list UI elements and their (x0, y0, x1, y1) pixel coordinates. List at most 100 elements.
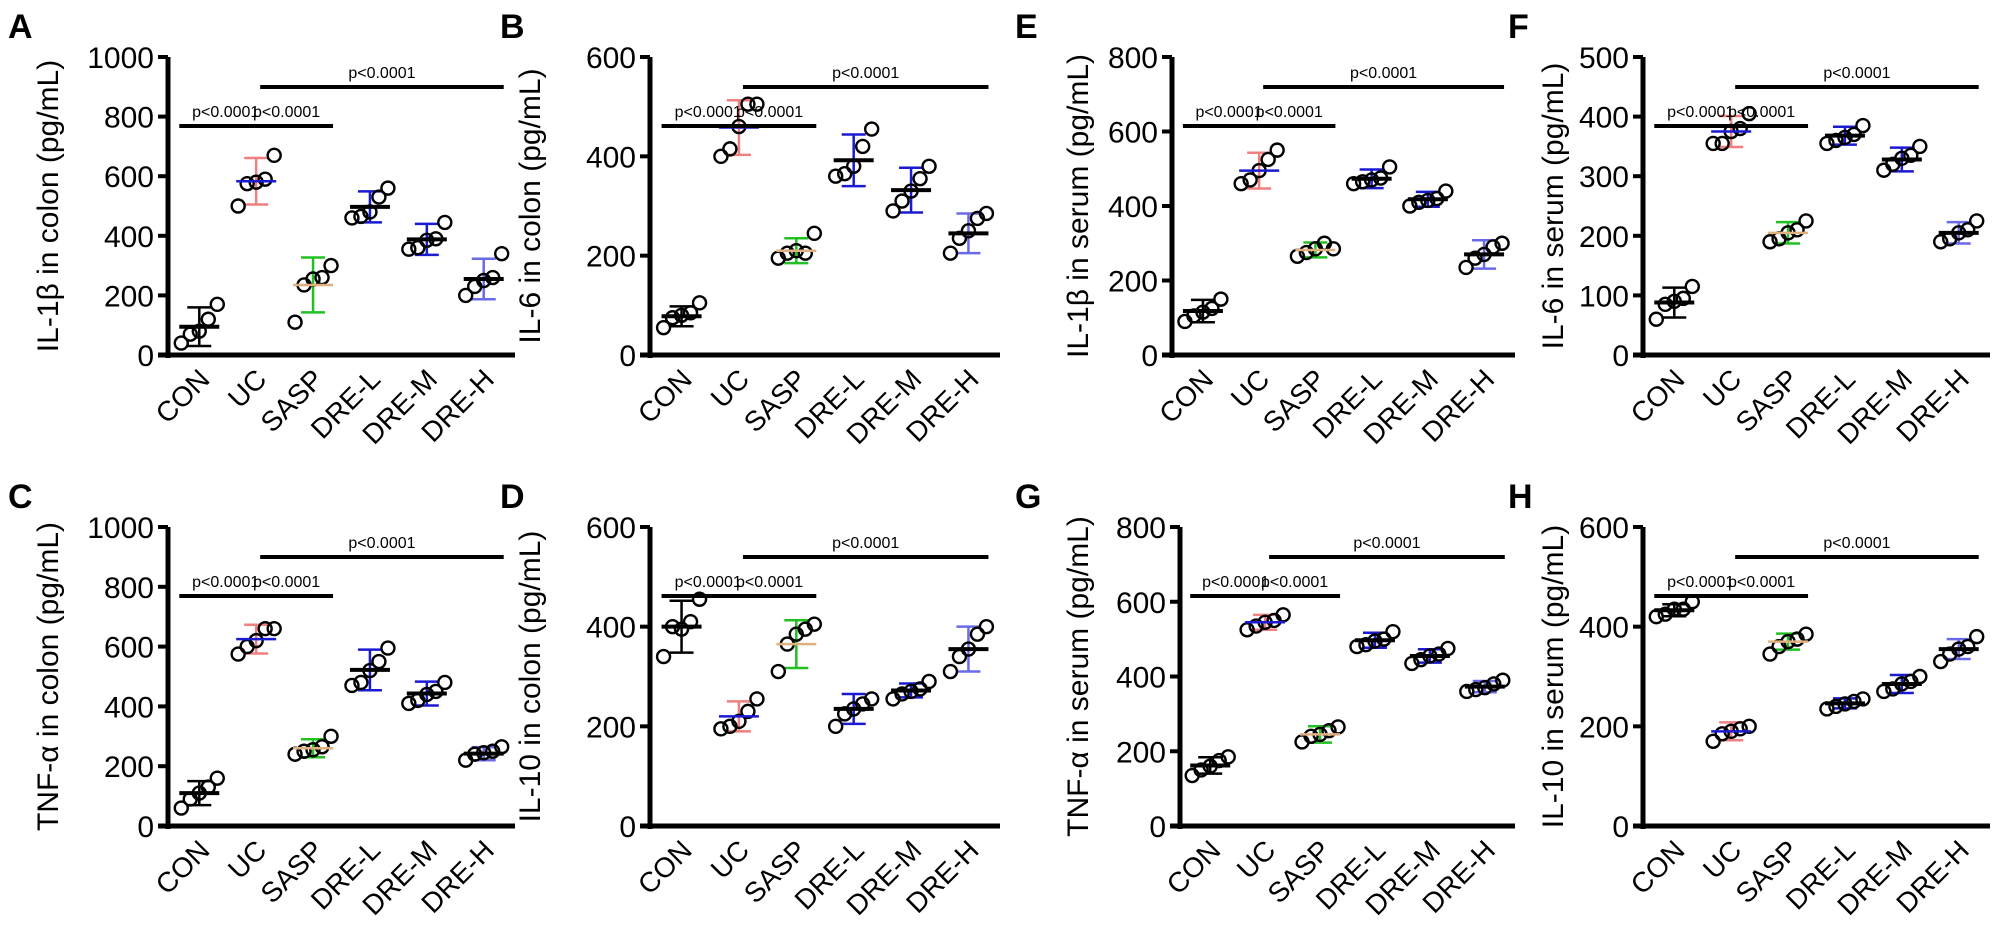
panel-a: A IL-1β in colon (pg/mL) 0 200 400 600 800 1000… (8, 8, 515, 450)
data-point (380, 640, 396, 656)
data-point (1438, 183, 1454, 199)
y-tick-label: 400 (104, 691, 154, 724)
data-point (428, 683, 444, 700)
data-point (257, 620, 273, 637)
data-point (749, 691, 765, 707)
y-tick-label: 1000 (87, 512, 154, 545)
data-point (173, 335, 189, 351)
data-point (1960, 222, 1976, 238)
p-value-label: p<0.0001 (1667, 104, 1734, 121)
panel-label: F (1508, 8, 1529, 46)
p-value-label: p<0.0001 (1823, 535, 1890, 552)
data-point (305, 742, 321, 758)
data-point (894, 686, 910, 702)
data-point (1385, 623, 1401, 640)
p-value-label: p<0.0001 (1728, 574, 1795, 591)
data-point (682, 305, 699, 321)
data-point (1798, 213, 1814, 229)
group-dre-m (1402, 183, 1454, 214)
data-point (942, 245, 959, 261)
data-point (1912, 138, 1928, 155)
data-point (230, 198, 246, 214)
x-tick-label: CON (150, 363, 216, 429)
data-point (485, 743, 501, 759)
panel-label: E (1015, 8, 1038, 46)
group-sasp (1289, 235, 1342, 264)
group-dre-h (1933, 213, 1985, 250)
y-tick-label: 0 (619, 340, 636, 373)
significance-bracket: p<0.0001 (722, 574, 817, 598)
y-tick-label: 200 (1116, 736, 1166, 769)
y-tick-label: 0 (619, 811, 636, 844)
significance-bracket: p<0.0001 (1263, 65, 1505, 89)
data-point (854, 138, 871, 155)
p-value-label: p<0.0001 (1261, 574, 1328, 591)
data-point (1903, 147, 1919, 164)
significance-bracket: p<0.0001 (1249, 574, 1341, 598)
data-point (1933, 653, 1949, 670)
group-dre-m (885, 158, 937, 219)
p-value-label: p<0.0001 (348, 535, 415, 552)
data-point (323, 257, 339, 274)
data-point (655, 648, 672, 665)
y-tick-label: 400 (586, 612, 636, 645)
group-con (1184, 749, 1236, 784)
group-con (1177, 291, 1229, 330)
data-point (1648, 311, 1664, 327)
y-tick-label: 200 (1108, 266, 1158, 299)
group-dre-h (1459, 672, 1511, 700)
data-point (1458, 259, 1474, 276)
data-point (353, 674, 369, 691)
data-point (458, 287, 474, 304)
group-dre-l (344, 180, 396, 226)
data-point (894, 193, 910, 209)
data-point (978, 205, 995, 222)
data-point (836, 166, 853, 182)
data-point (1828, 698, 1844, 715)
data-point (209, 770, 225, 786)
data-point (1714, 726, 1730, 742)
y-tick-label: 0 (1612, 811, 1629, 844)
data-point (344, 677, 360, 694)
data-point (1675, 290, 1691, 307)
x-tick-label: CON (1161, 834, 1227, 900)
data-point (353, 208, 369, 225)
group-con (1648, 278, 1700, 327)
y-tick-label: 100 (1579, 280, 1629, 313)
p-value-label: p<0.0001 (832, 65, 899, 82)
group-con (655, 295, 708, 336)
data-point (1789, 222, 1805, 238)
group-uc (1233, 142, 1285, 192)
group-sasp (287, 728, 339, 762)
y-tick-label: 0 (137, 340, 154, 373)
group-sasp (770, 616, 823, 680)
y-axis-title: IL-1β in serum (pg/mL) (1062, 54, 1095, 358)
panel-label: B (500, 8, 525, 46)
group-dre-h (458, 245, 510, 304)
p-value-label: p<0.0001 (253, 574, 320, 591)
significance-bracket: p<0.0001 (1269, 535, 1505, 559)
data-point (323, 728, 339, 744)
data-point (1741, 718, 1757, 735)
data-point (1684, 278, 1700, 295)
p-value-label: p<0.0001 (736, 574, 803, 591)
p-value-label: p<0.0001 (675, 104, 742, 121)
x-tick-label: CON (1625, 363, 1691, 429)
data-point (1467, 250, 1483, 266)
group-dre-l (1819, 117, 1871, 152)
x-tick-label: CON (632, 834, 698, 900)
data-point (1381, 159, 1398, 175)
data-point (749, 96, 765, 112)
data-point (863, 121, 880, 137)
y-tick-label: 400 (1108, 191, 1158, 224)
data-point (1242, 172, 1258, 188)
data-point (1732, 120, 1748, 137)
group-uc (230, 620, 282, 662)
p-value-label: p<0.0001 (1823, 65, 1890, 82)
data-point (960, 223, 977, 239)
data-point (437, 674, 453, 691)
y-tick-label: 200 (586, 241, 636, 274)
data-point (200, 311, 216, 327)
y-tick-label: 600 (1116, 587, 1166, 620)
